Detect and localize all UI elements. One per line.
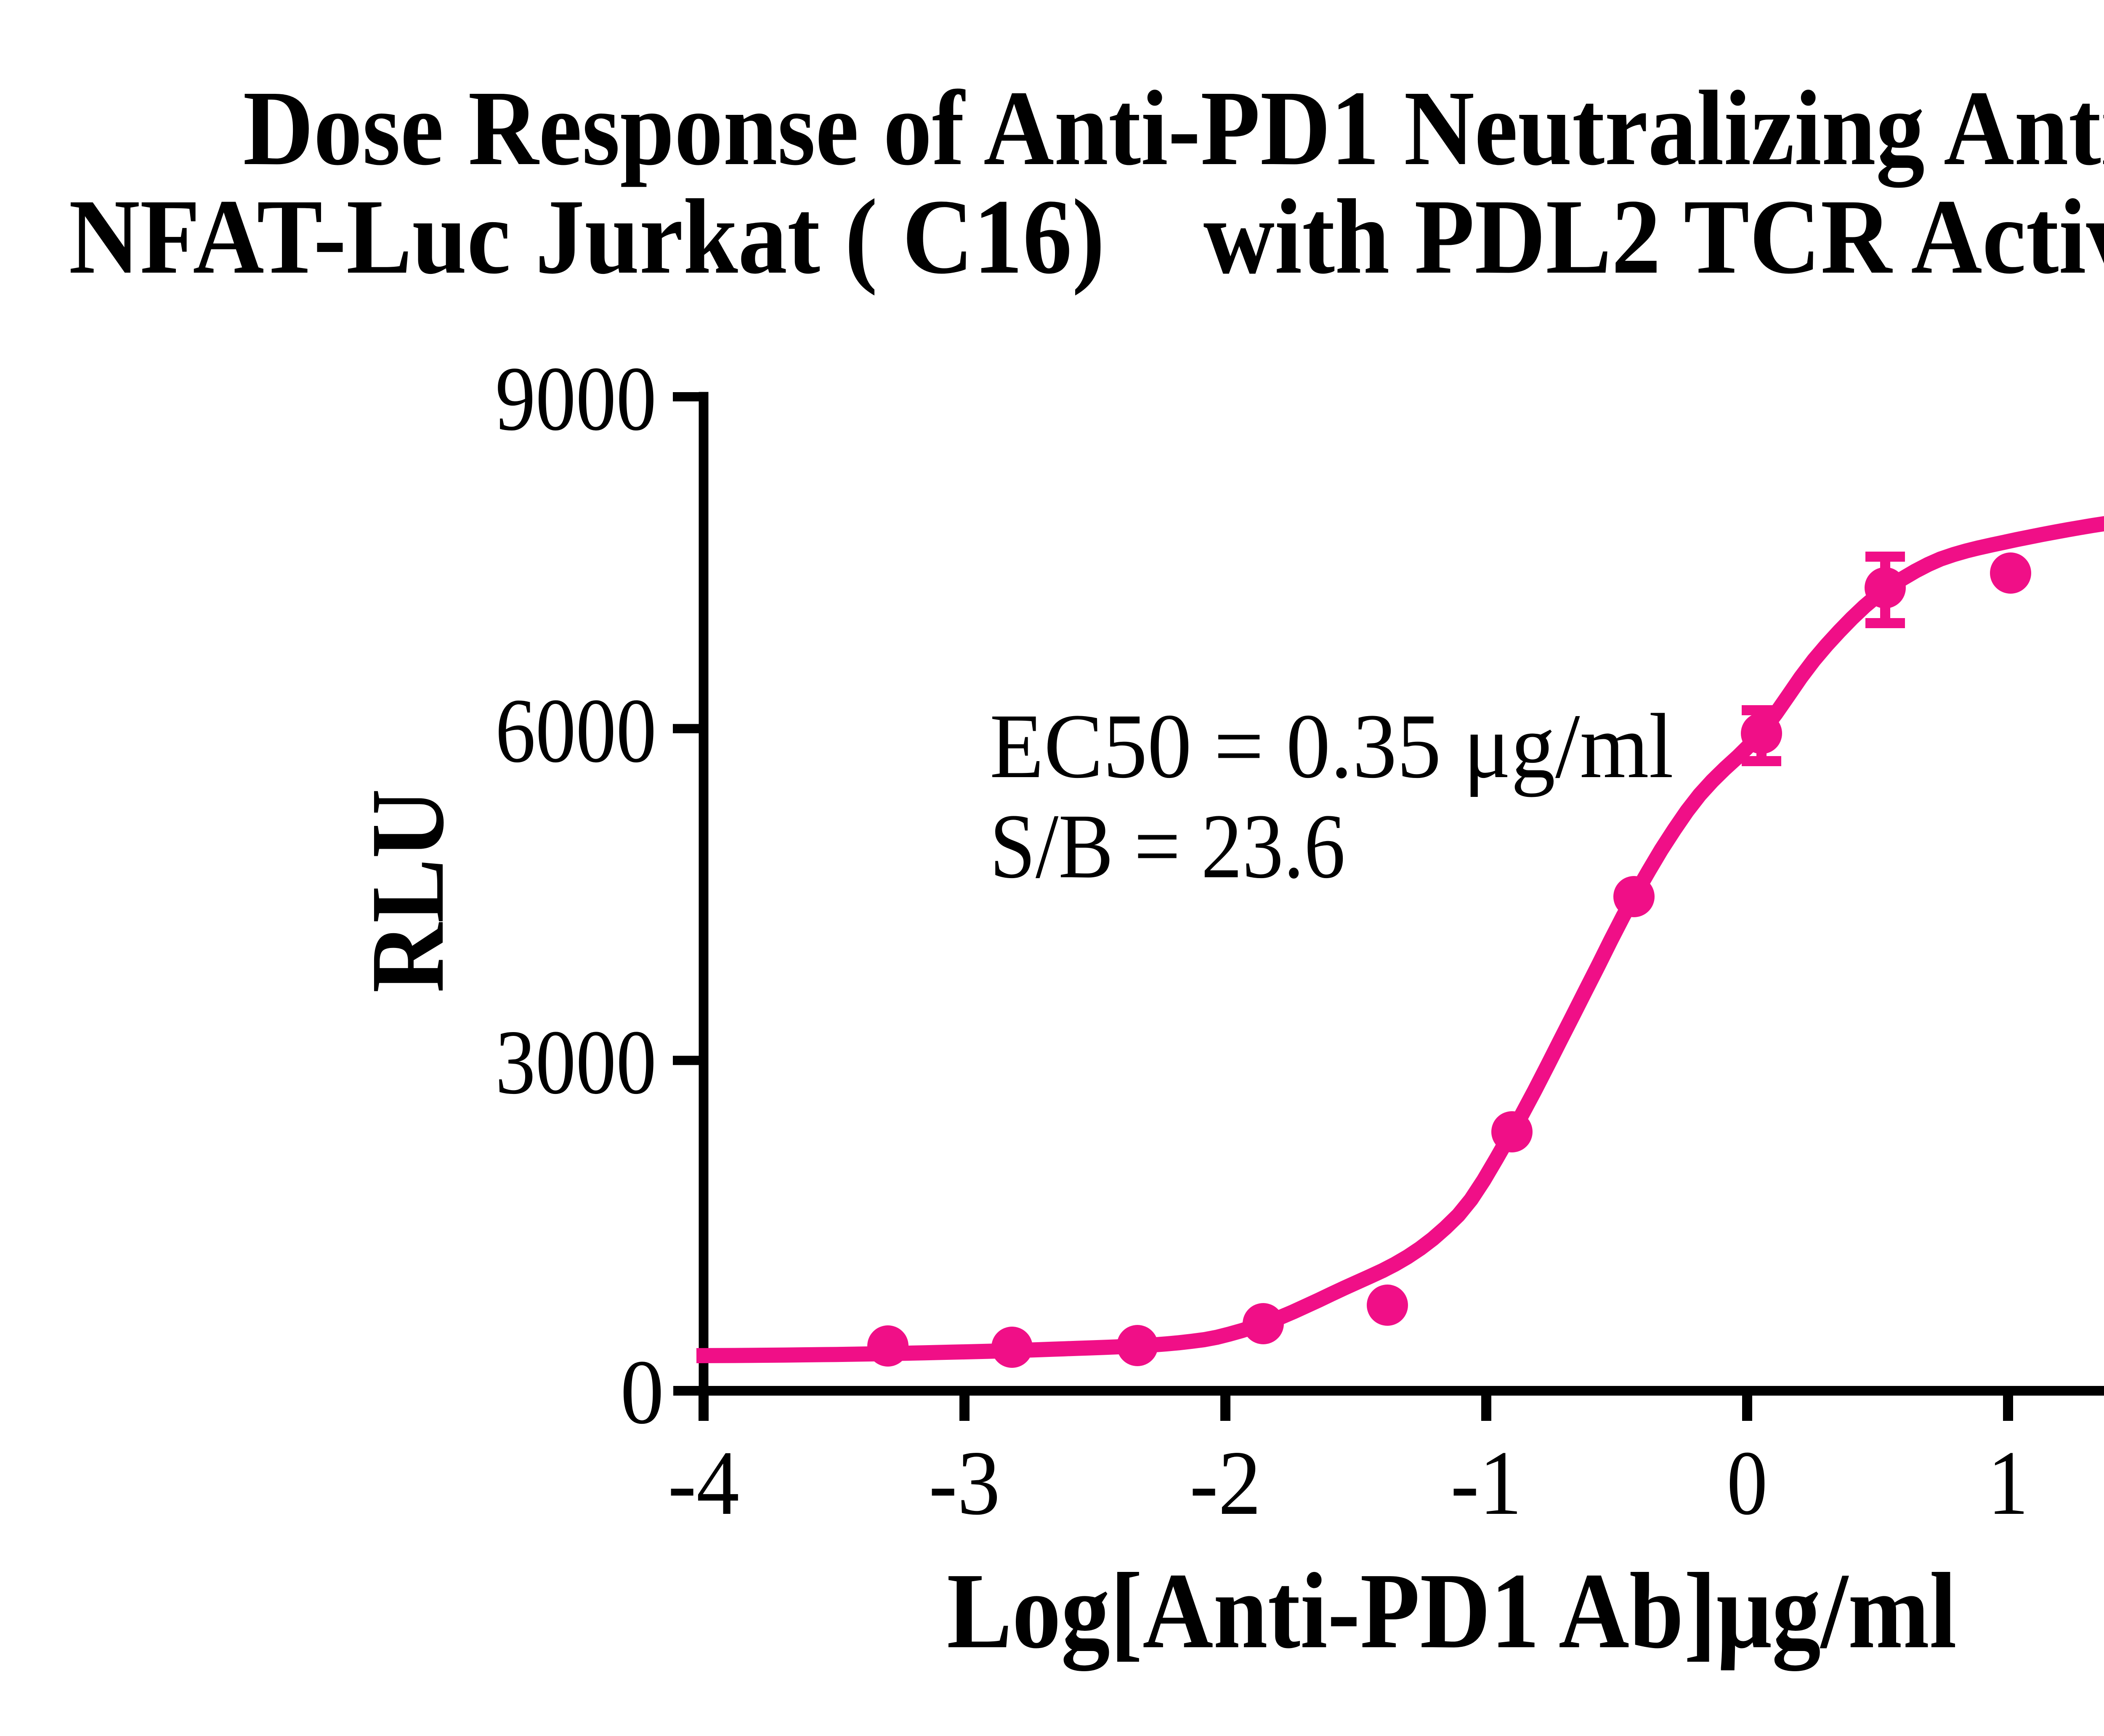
svg-text:EC50 = 0.35 μg/ml: EC50 = 0.35 μg/ml: [990, 695, 1674, 797]
svg-text:0: 0: [620, 1341, 664, 1443]
svg-text:-3: -3: [929, 1432, 1000, 1534]
svg-text:S/B = 23.6: S/B = 23.6: [990, 795, 1345, 897]
svg-text:9000: 9000: [495, 348, 656, 450]
svg-text:NFAT-Luc Jurkat ( C16) with: NFAT-Luc Jurkat ( C16) with PDL2 TCR Act…: [69, 178, 2104, 296]
svg-text:3000: 3000: [495, 1011, 656, 1113]
svg-text:1: 1: [1988, 1432, 2029, 1534]
svg-text:0: 0: [1727, 1432, 1768, 1534]
svg-text:Dose Response of Anti-PD1 Neut: Dose Response of Anti-PD1 Neutralizing A…: [243, 69, 2104, 188]
svg-text:Log[Anti-PD1 Ab]μg/ml: Log[Anti-PD1 Ab]μg/ml: [947, 1550, 1957, 1672]
svg-text:-4: -4: [668, 1432, 739, 1534]
svg-text:RLU: RLU: [349, 789, 465, 993]
svg-text:-2: -2: [1190, 1432, 1261, 1534]
svg-text:6000: 6000: [495, 680, 656, 782]
svg-text:-1: -1: [1450, 1432, 1522, 1534]
